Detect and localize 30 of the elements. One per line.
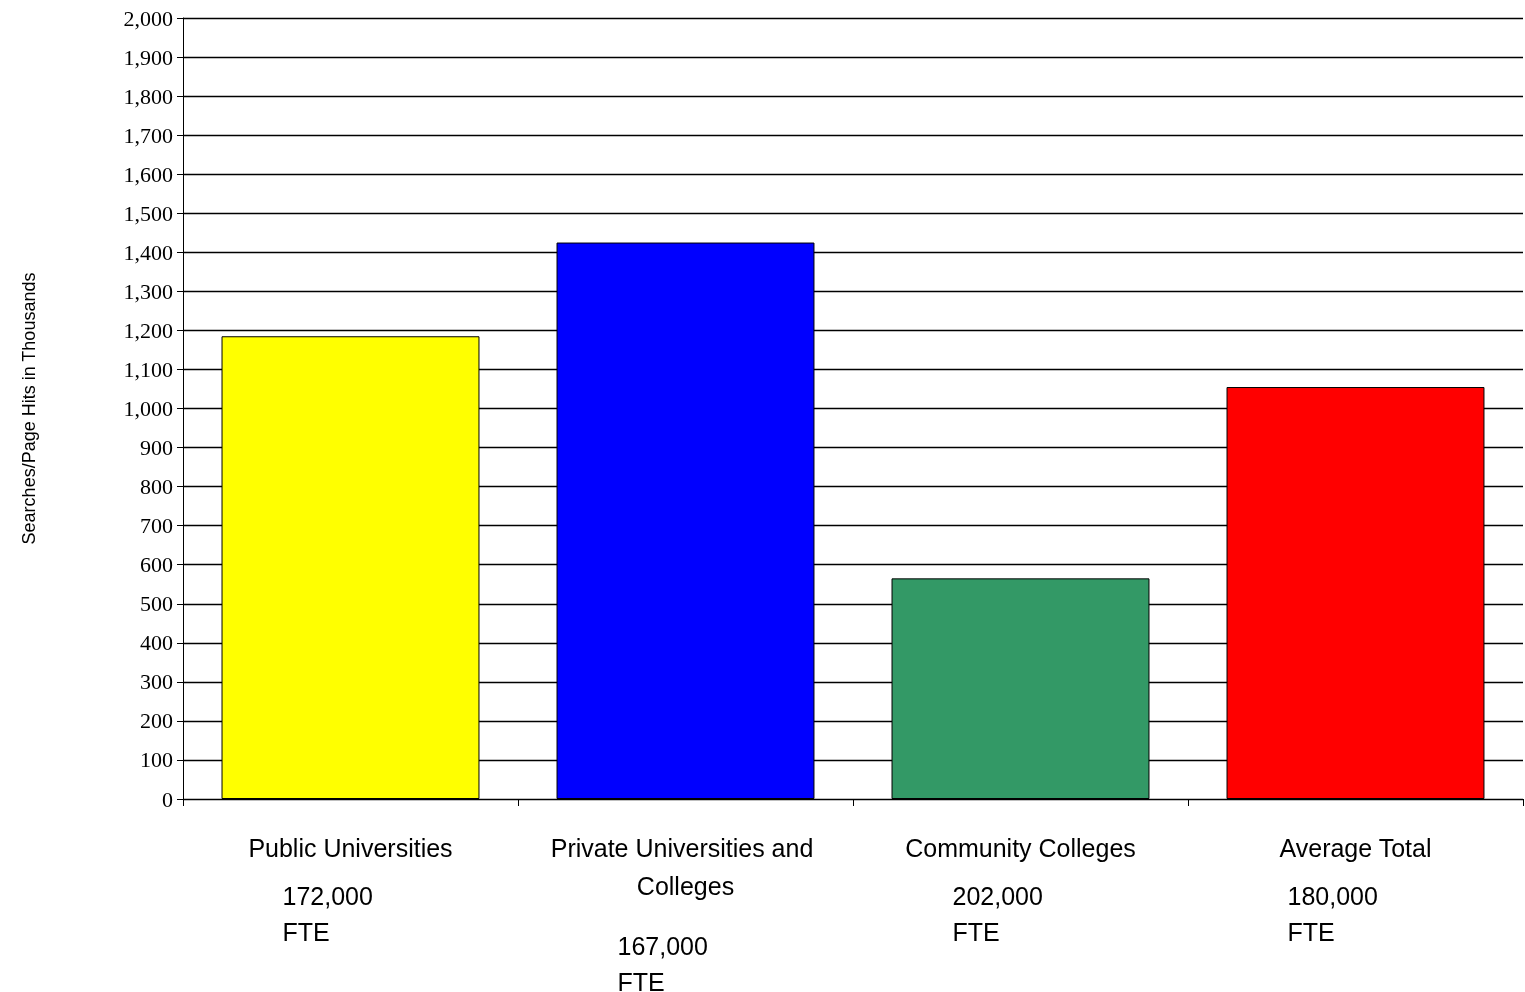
y-tick-label: 600 <box>140 552 173 578</box>
y-tick-label: 700 <box>140 513 173 539</box>
x-tick-label: Average Total <box>1279 834 1432 862</box>
y-tick-label: 400 <box>140 630 173 656</box>
y-tick-label: 100 <box>140 747 173 773</box>
y-tick-label: 1,300 <box>123 278 173 304</box>
y-tick-label: 500 <box>140 591 173 617</box>
text: 202,000 FTE <box>952 882 1043 946</box>
text: 172,000 FTE <box>282 882 373 946</box>
x-tick-label: Community Colleges <box>905 834 1136 862</box>
x-tick-label: Private Universities and Colleges <box>550 834 821 900</box>
y-tick-label: 200 <box>140 708 173 734</box>
y-tick-label: 1,200 <box>123 317 173 343</box>
x-tick-label: Public Universities <box>248 834 453 862</box>
y-tick-label: 1,700 <box>123 122 173 148</box>
y-tick-label: 1,500 <box>123 200 173 226</box>
y-tick-label: 300 <box>140 669 173 695</box>
y-tick-label: 1,400 <box>123 239 173 265</box>
y-tick-label: 800 <box>140 474 173 500</box>
y-tick-label: 1,000 <box>123 396 173 421</box>
text: 167,000 FTE <box>617 932 708 992</box>
y-tick-label: 0 <box>162 786 173 812</box>
y-tick-label: 1,600 <box>123 161 173 187</box>
y-tick-label: 900 <box>140 435 173 461</box>
y-tick-label: 1,100 <box>123 356 173 382</box>
y-tick-label: 2,000 <box>123 5 173 31</box>
y-tick-label: 1,900 <box>123 44 173 70</box>
text: 180,000 FTE <box>1287 882 1378 946</box>
y-tick-label: 1,800 <box>123 83 173 109</box>
y-axis-title: Searches/Page Hits in Thousands <box>19 272 39 545</box>
